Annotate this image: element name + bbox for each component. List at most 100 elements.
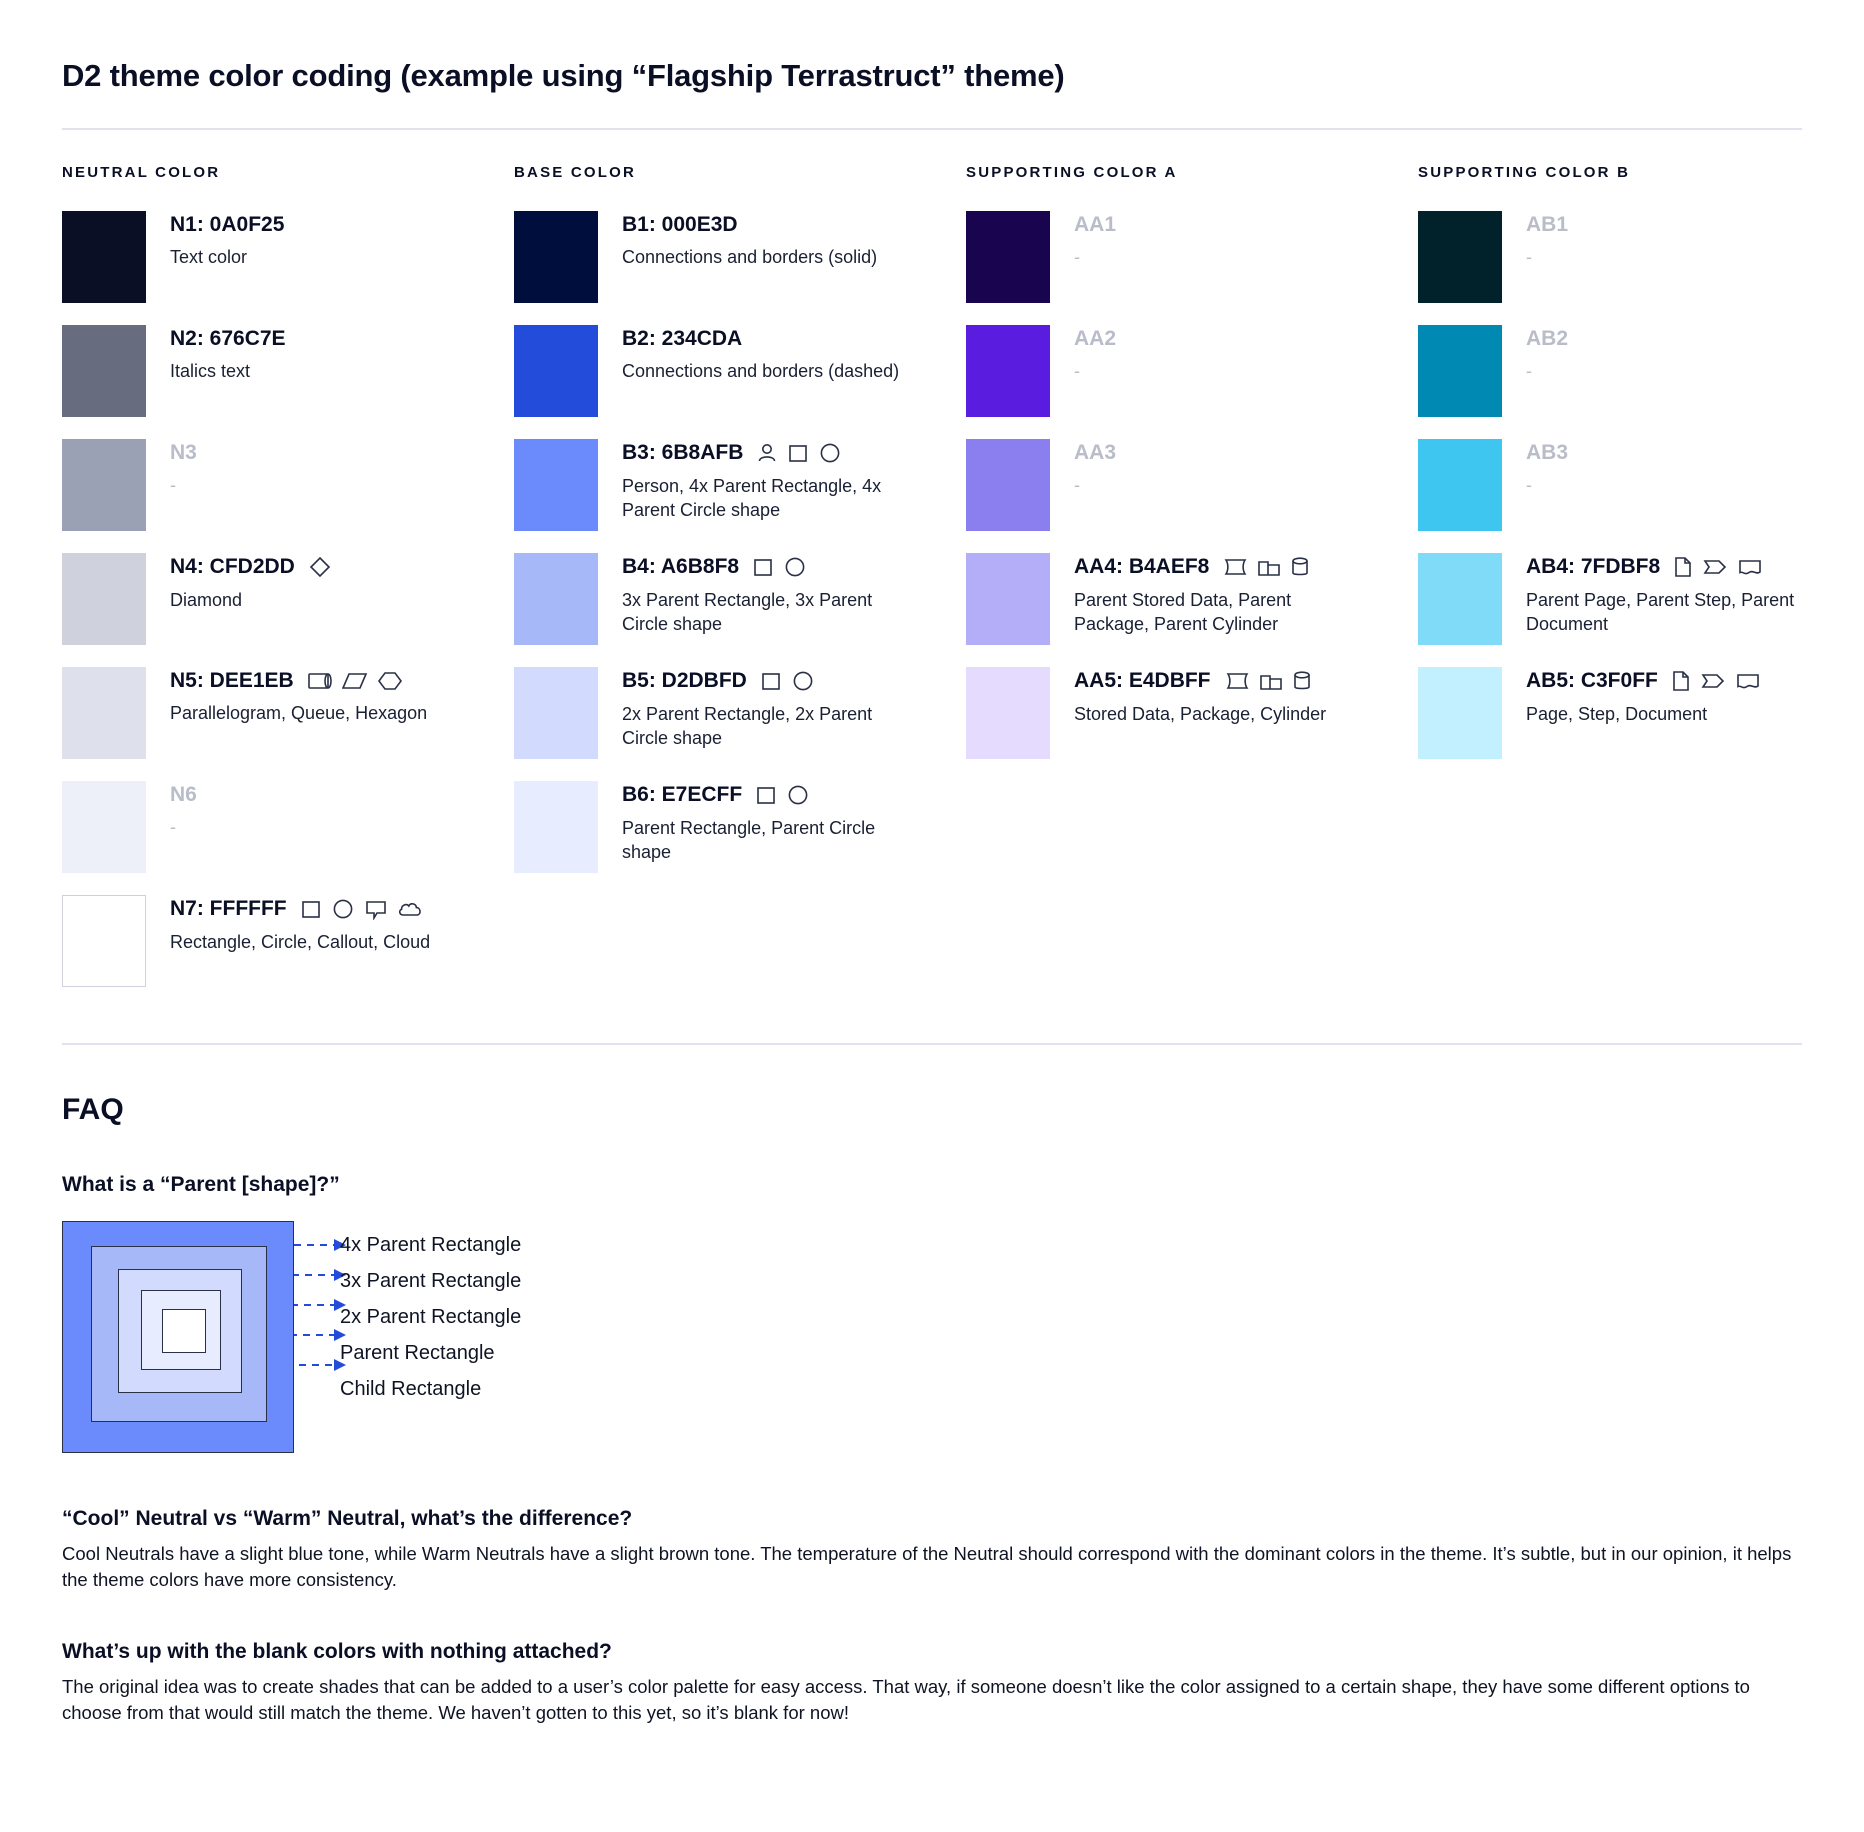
column-heading: BASE COLOR: [514, 164, 637, 181]
swatch-label: AB5: C3F0FF: [1526, 669, 1658, 693]
color-swatch[interactable]: [62, 895, 146, 987]
swatch-label-row: AA4: B4AEF8: [1074, 555, 1354, 579]
cylinder-icon: [1290, 555, 1310, 579]
color-swatch[interactable]: [514, 211, 598, 303]
color-swatch[interactable]: [514, 553, 598, 645]
swatch-label: N7: FFFFFF: [170, 897, 287, 921]
swatch-label-row: N2: 676C7E: [170, 327, 286, 350]
swatch-meta: B1: 000E3D Connections and borders (solid…: [598, 211, 877, 303]
swatch-description: -: [1074, 247, 1080, 268]
color-swatch[interactable]: [514, 667, 598, 759]
swatch-label-row: AA2: [1074, 327, 1116, 350]
swatch-row: B4: A6B8F8 3x Parent Rectangle, 3x Parent…: [514, 553, 966, 645]
swatch-row: N6 -: [62, 781, 514, 873]
color-swatch[interactable]: [62, 553, 146, 645]
legend-item: 2x Parent Rectangle: [340, 1299, 521, 1335]
faq-divider: [62, 1043, 1802, 1045]
swatch-label: B5: D2DBFD: [622, 669, 747, 693]
swatch-label-row: B1: 000E3D: [622, 213, 877, 236]
color-swatch[interactable]: [1418, 211, 1502, 303]
diagram-layer-parent: [141, 1290, 221, 1370]
color-swatch[interactable]: [514, 325, 598, 417]
color-swatch[interactable]: [1418, 553, 1502, 645]
circle-icon: [783, 555, 807, 579]
swatch-label: N3: [170, 441, 197, 464]
swatch-meta: N5: DEE1EB Parallelogram, Queue, Hexagon: [146, 667, 427, 759]
color-swatch[interactable]: [966, 211, 1050, 303]
shape-icon-group: [308, 555, 332, 579]
swatch-row: B6: E7ECFF Parent Rectangle, Parent Circl…: [514, 781, 966, 873]
swatch-description: Stored Data, Package, Cylinder: [1074, 704, 1327, 724]
column-heading: NEUTRAL COLOR: [62, 164, 221, 181]
swatch-meta: B5: D2DBFD 2x Parent Rectangle, 2x Parent…: [598, 667, 902, 759]
swatch-meta: AA1 -: [1050, 211, 1116, 303]
step-icon: [1702, 556, 1728, 578]
color-swatch[interactable]: [62, 325, 146, 417]
swatch-label-row: AB1: [1526, 213, 1568, 236]
swatch-label-row: N3: [170, 441, 197, 464]
color-swatch[interactable]: [1418, 667, 1502, 759]
swatch-label-row: AB4: 7FDBF8: [1526, 555, 1806, 579]
color-swatch[interactable]: [966, 667, 1050, 759]
swatch-label-row: B6: E7ECFF: [622, 783, 902, 807]
color-swatch[interactable]: [966, 325, 1050, 417]
swatch-label-row: B5: D2DBFD: [622, 669, 902, 693]
swatch-description: Parallelogram, Queue, Hexagon: [170, 703, 428, 724]
swatch-row: AB4: 7FDBF8 Parent Page, Parent Step, Par…: [1418, 553, 1864, 645]
swatch-description: -: [1074, 475, 1080, 496]
swatch-label: B4: A6B8F8: [622, 555, 740, 579]
color-swatch[interactable]: [62, 667, 146, 759]
swatch-label: B6: E7ECFF: [622, 783, 743, 807]
legend-item: Parent Rectangle: [340, 1335, 521, 1371]
swatch-description: Person, 4x Parent Rectangle, 4x Parent C…: [622, 476, 882, 520]
swatch-meta: N6 -: [146, 781, 197, 873]
swatch-description: Text color: [170, 247, 248, 268]
color-swatch[interactable]: [1418, 325, 1502, 417]
legend-item: 3x Parent Rectangle: [340, 1263, 521, 1299]
swatch-label-row: N1: 0A0F25: [170, 213, 284, 236]
shape-icon-group: [1222, 555, 1310, 579]
swatch-row: AA4: B4AEF8 Parent Stored Data, Parent Pa…: [966, 553, 1418, 645]
shape-icon-group: [752, 555, 807, 579]
page-icon: [1671, 669, 1691, 693]
diagram-layer-3x: [91, 1246, 267, 1422]
swatch-label-row: AA5: E4DBFF: [1074, 669, 1326, 693]
color-swatch[interactable]: [62, 211, 146, 303]
color-swatch[interactable]: [514, 439, 598, 531]
swatch-row: N3 -: [62, 439, 514, 531]
faq-heading: FAQ: [62, 1093, 124, 1126]
page-root: D2 theme color coding (example using “Fl…: [62, 58, 1864, 1723]
color-swatch[interactable]: [62, 439, 146, 531]
color-swatch[interactable]: [62, 781, 146, 873]
diamond-icon: [308, 555, 332, 579]
swatch-row: B2: 234CDA Connections and borders (dashe…: [514, 325, 966, 417]
swatch-label: B3: 6B8AFB: [622, 441, 744, 465]
swatch-label: AB2: [1526, 327, 1569, 350]
color-column: NEUTRAL COLOR N1: 0A0F25 Text color N2: 676…: [62, 164, 514, 1009]
swatch-label: AB1: [1526, 213, 1569, 236]
diagram-layer-child: [162, 1309, 206, 1353]
swatch-meta: B2: 234CDA Connections and borders (dashe…: [598, 325, 899, 417]
swatch-label-row: AA1: [1074, 213, 1116, 236]
page-title: D2 theme color coding (example using “Fl…: [62, 58, 1065, 93]
color-swatch[interactable]: [1418, 439, 1502, 531]
color-swatch[interactable]: [966, 439, 1050, 531]
swatch-row: B1: 000E3D Connections and borders (solid…: [514, 211, 966, 303]
swatch-meta: AB3 -: [1502, 439, 1568, 531]
swatch-label-row: AA3: [1074, 441, 1116, 464]
circle-icon: [331, 897, 355, 921]
callout-icon: [364, 898, 388, 920]
swatch-label: AA3: [1074, 441, 1117, 464]
cylinder-icon: [1292, 669, 1312, 693]
color-column: SUPPORTING COLOR A AA1 - AA2 - AA3 - AA4: B4AEF…: [966, 164, 1418, 1009]
color-swatch[interactable]: [514, 781, 598, 873]
swatch-meta: B3: 6B8AFB Person, 4x Parent Rectangle, 4…: [598, 439, 902, 531]
swatch-row: B5: D2DBFD 2x Parent Rectangle, 2x Parent…: [514, 667, 966, 759]
color-swatch[interactable]: [966, 553, 1050, 645]
swatch-description: 2x Parent Rectangle, 2x Parent Circle sh…: [622, 704, 873, 748]
faq-question-1: What is a “Parent [shape]?”: [62, 1173, 340, 1196]
diagram-layer-2x: [118, 1269, 242, 1393]
swatch-row: AB2 -: [1418, 325, 1864, 417]
swatch-row: AA1 -: [966, 211, 1418, 303]
column-heading: SUPPORTING COLOR B: [1418, 164, 1631, 181]
